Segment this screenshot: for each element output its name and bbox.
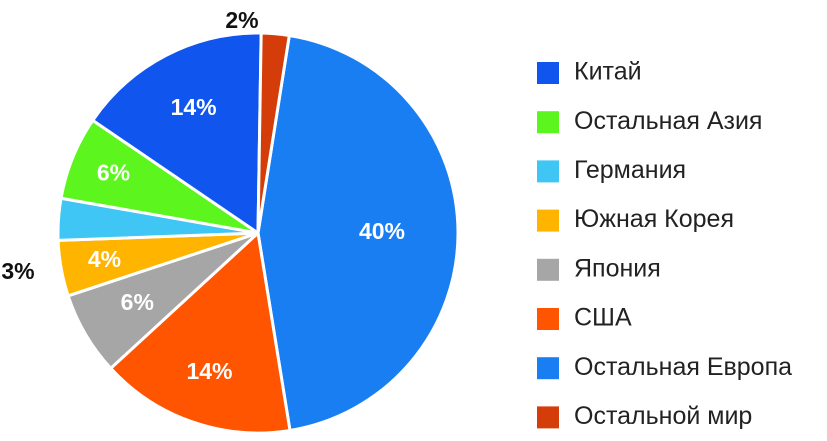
- legend-swatch-япония: [537, 258, 559, 281]
- legend-swatch-китай: [537, 62, 559, 84]
- pie-slice-сша: [109, 231, 292, 435]
- pie-slice-остальной-мир: [256, 31, 291, 235]
- legend-swatch-остальная-европа: [537, 357, 559, 380]
- legend-label-китай: Китай: [574, 58, 642, 86]
- legend-swatch-германия: [537, 160, 559, 183]
- legend-label-германия: Германия: [574, 156, 686, 184]
- legend-label-япония: Япония: [574, 254, 661, 282]
- legend-swatch-остальной-мир: [537, 406, 559, 429]
- pct-label-китай: 14%: [171, 94, 217, 120]
- legend-swatch-остальная-азия: [537, 111, 559, 134]
- pct-label-остальной-мир: 2%: [225, 7, 258, 33]
- legend-label-остальной-мир: Остальной мир: [574, 402, 752, 430]
- legend-label-южная-корея: Южная Корея: [574, 205, 734, 233]
- legend-label-остальная-европа: Остальная Европа: [574, 353, 792, 381]
- pie-slices: [56, 31, 460, 435]
- pct-label-остальная-европа: 40%: [359, 218, 405, 244]
- legend-label-сша: США: [574, 304, 632, 332]
- chart-legend: Китай Остальная Азия Германия Южная Корея Яп…: [537, 58, 792, 430]
- pie-slice-китай: [91, 31, 263, 235]
- pct-label-япония: 6%: [121, 289, 154, 315]
- pct-label-остальная-азия: 6%: [97, 159, 130, 185]
- legend-swatch-сша: [537, 308, 559, 330]
- pct-label-южная-корея: 4%: [88, 246, 121, 272]
- pie-slice-остальная-европа: [256, 33, 460, 432]
- pct-label-германия: 3%: [1, 258, 34, 284]
- legend-label-остальная-азия: Остальная Азия: [574, 107, 762, 135]
- legend-swatch-южная-корея: [537, 209, 559, 232]
- pct-label-сша: 14%: [186, 358, 232, 384]
- pie-percent-labels: 40%14%6%4%3%6%14%2%: [1, 7, 405, 384]
